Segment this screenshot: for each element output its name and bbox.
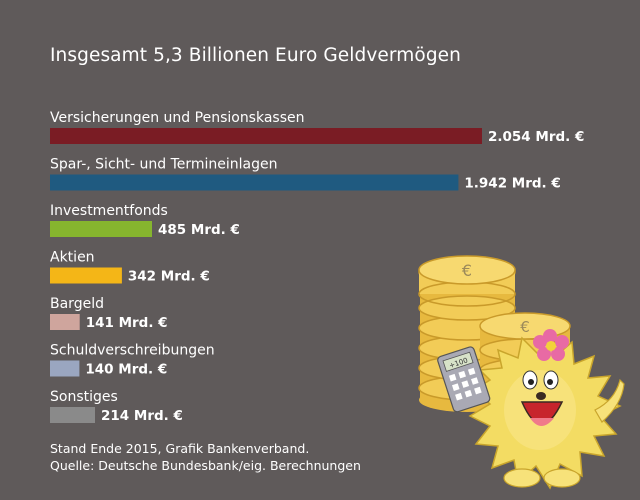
value-label: 2.054 Mrd. €	[488, 129, 584, 145]
category-label: Spar-, Sicht- und Termineinlagen	[50, 157, 278, 173]
value-label: 214 Mrd. €	[101, 408, 183, 424]
category-label: Bargeld	[50, 296, 104, 312]
footer-source-line: Quelle: Deutsche Bundesbank/eig. Berechn…	[50, 458, 361, 473]
chart-title: Insgesamt 5,3 Billionen Euro Geldvermöge…	[50, 45, 461, 66]
category-label: Investmentfonds	[50, 203, 168, 219]
bar	[50, 221, 152, 237]
category-label: Versicherungen und Pensionskassen	[50, 110, 305, 126]
euro-coin-symbol: €	[462, 261, 472, 280]
bar	[50, 267, 122, 284]
value-label: 141 Mrd. €	[86, 315, 168, 331]
bar-chart: Versicherungen und Pensionskassen 2.054 M…	[50, 110, 584, 424]
category-label: Aktien	[50, 250, 95, 266]
chart-footer: Stand Ende 2015, Grafik Bankenverband. Q…	[50, 440, 361, 474]
calculator-icon: +100	[437, 346, 491, 413]
category-label: Schuldverschreibungen	[50, 343, 215, 359]
category-label: Sonstiges	[50, 389, 118, 405]
value-label: 140 Mrd. €	[85, 362, 167, 378]
flower-icon	[533, 329, 569, 361]
bar	[50, 360, 80, 377]
hedgehog-mascot-illustration: € €	[418, 255, 625, 490]
hedgehog-icon	[468, 329, 625, 490]
bar	[50, 174, 459, 191]
value-label: 342 Mrd. €	[128, 269, 210, 285]
bar	[50, 314, 80, 330]
bar	[50, 128, 482, 144]
value-label: 485 Mrd. €	[158, 222, 240, 238]
footer-date-line: Stand Ende 2015, Grafik Bankenverband.	[50, 441, 310, 456]
bar	[50, 407, 95, 423]
euro-coin-symbol-2: €	[520, 318, 530, 336]
value-label: 1.942 Mrd. €	[464, 176, 560, 192]
